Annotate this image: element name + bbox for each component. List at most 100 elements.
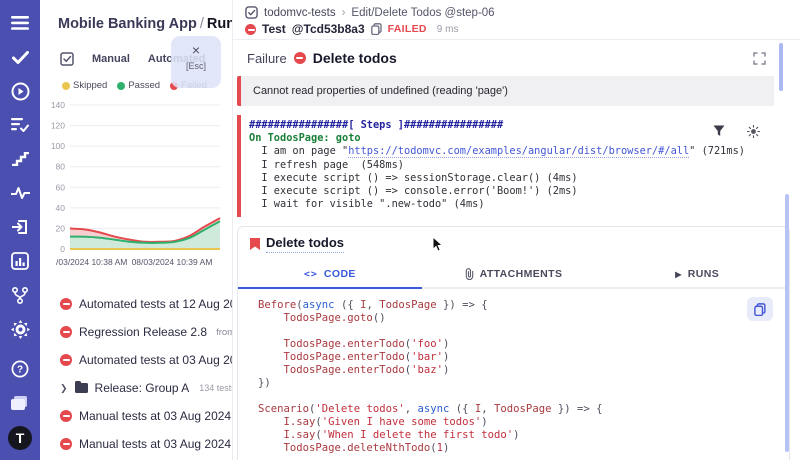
failure-label: Failure [247,50,287,66]
chevron-right-icon[interactable]: ❯ [60,382,68,393]
menu-icon[interactable] [9,12,31,34]
section-header: Delete todos [238,227,789,259]
breadcrumb-suite-link[interactable]: Edit/Delete Todos @step-06 [351,6,495,19]
test-section-card: Delete todos <> CODE ATTACHMENTS ▶ RUNS Befo… [237,226,790,460]
text-line: }) [258,377,271,390]
runs-list: Automated tests at 12 Aug 2024 05 Regress… [40,290,232,460]
tab-manual[interactable]: Manual [92,53,130,65]
sign-in-icon[interactable] [9,216,31,238]
breadcrumb-project-link[interactable]: todomvc-tests [264,6,336,19]
run-title: Automated tests at 03 Aug 2024 10 [79,353,232,367]
project-title-link[interactable]: Mobile Banking App [58,16,197,32]
text-line [258,325,775,338]
run-list-item[interactable]: Manual tests at 03 Aug 2024 10:42 [40,430,232,458]
failed-status-icon [245,23,256,35]
tab-code[interactable]: <> CODE [238,261,422,290]
legend-label: Passed [128,80,161,91]
tab-runs[interactable]: ▶ RUNS [605,261,789,287]
legend-dot [62,81,70,90]
breadcrumb-separator: / [199,16,204,32]
runs-checklist-icon [60,52,74,66]
help-icon[interactable]: ? [9,358,31,380]
test-duration: 9 ms [436,23,459,35]
copy-test-id-button[interactable] [370,23,382,35]
failed-status-icon [60,354,72,366]
breadcrumb-separator: › [341,6,346,19]
failed-status-icon [60,326,72,338]
runs-panel: Mobile Banking App/Runs Manual Automated… [40,0,233,460]
activity-pulse-icon[interactable] [9,182,31,204]
expand-fullscreen-button[interactable] [753,52,766,70]
text-line: I execute script () => console.error('Bo… [249,185,578,198]
run-list-item[interactable]: Automated tests at 03 Aug 2024 10 [40,346,232,374]
failed-status-icon [60,438,72,450]
text-line [258,390,775,403]
play-circle-icon[interactable] [9,80,31,102]
text-line: TodosPage.enterTodo('bar') [283,351,450,364]
svg-text:100: 100 [51,141,65,151]
pinned-flag-icon [250,237,260,251]
run-title: Regression Release 2.8 [79,325,208,339]
section-tabs: <> CODE ATTACHMENTS ▶ RUNS [238,261,789,290]
failure-header: Failure Delete todos [233,40,800,74]
attachment-icon [465,268,473,281]
svg-text:120: 120 [51,121,65,131]
test-status-line: Test @Tcd53b8a3 FAILED 9 ms [245,22,788,36]
bar-chart-icon[interactable] [9,250,31,272]
copy-code-button[interactable] [747,297,773,322]
text-line: I.say('When I delete the first todo') [283,429,520,442]
svg-text:80: 80 [56,162,66,172]
legend-item-passed[interactable]: Passed [117,80,160,91]
svg-text:60: 60 [56,182,66,192]
filter-icon[interactable] [713,125,725,142]
run-list-item[interactable]: Regression Release 2.8fromRegressi [40,318,232,346]
text-line [258,455,775,460]
run-from-label: from [216,326,232,338]
tab-attachments[interactable]: ATTACHMENTS [422,261,606,287]
section-scrollbar-thumb[interactable] [785,194,789,452]
run-meta: 134 tests [199,383,232,393]
checklist-icon[interactable] [9,114,31,136]
user-avatar[interactable]: T [8,426,32,450]
text-line: TodosPage.deleteNthTodo(1) [283,442,450,455]
section-title[interactable]: Delete todos [266,235,345,254]
run-list-item[interactable]: Automated tests at 12 Aug 2024 05 [40,290,232,318]
steps-toolbar [713,124,761,142]
test-detail-panel: todomvc-tests › Edit/Delete Todos @step-… [233,0,800,460]
close-esc-button[interactable]: × [Esc] [171,36,221,88]
text-line: TodosPage.enterTodo('foo') [283,338,450,351]
run-title: Automated tests at 12 Aug 2024 05 [79,297,232,311]
url-link[interactable]: https://todomvc.com/examples/angular/dis… [348,145,690,159]
folder-icon [74,381,88,393]
page-title: Runs [206,16,232,32]
app-sidebar: ? T [0,0,40,460]
error-message-text: Cannot read properties of undefined (rea… [253,85,508,97]
panel-scrollbar-thumb[interactable] [779,43,783,91]
steps-stairs-icon[interactable] [9,148,31,170]
brightness-icon[interactable] [746,124,761,142]
run-title: Manual tests at 03 Aug 2024 10:43 [79,409,232,423]
text-line: I.say('Given I have some todos') [283,416,488,429]
play-icon: ▶ [675,269,682,279]
run-title: Manual tests at 03 Aug 2024 10:42 [79,437,232,451]
folder-library-icon[interactable] [9,392,31,414]
legend-item-skipped[interactable]: Skipped [62,80,107,91]
close-icon[interactable]: × [191,42,201,58]
checkmark-icon[interactable] [9,46,31,68]
test-label: Test [262,22,286,36]
legend-label: Skipped [73,80,108,91]
failed-status-icon [293,52,306,64]
failed-status-icon [60,410,72,422]
run-list-item[interactable]: Manual tests at 03 Aug 2024 10:43 [40,402,232,430]
runs-trend-chart: 0 20 40 60 80 100 120 140/03/2024 10:38 AM 08/03… [48,95,232,284]
gear-icon[interactable] [9,318,31,340]
text-line: TodosPage.goto() [283,312,386,325]
branch-icon[interactable] [9,284,31,306]
failure-test-title: Delete todos [312,50,397,66]
svg-text:20: 20 [56,223,66,233]
test-id[interactable]: @Tcd53b8a3 [291,22,365,36]
text-line: TodosPage.enterTodo('baz') [283,364,450,377]
svg-text:?: ? [17,365,23,376]
